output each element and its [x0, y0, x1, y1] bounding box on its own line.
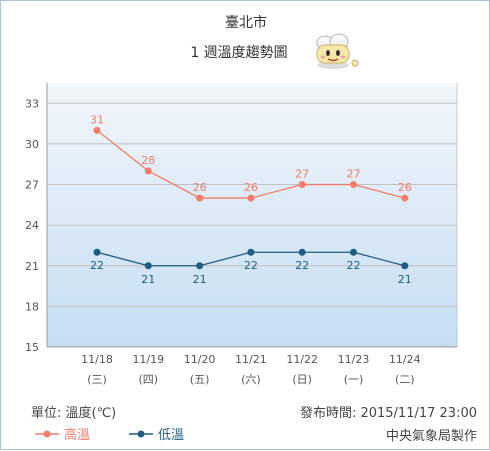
x-tick-date: 11/19	[132, 353, 164, 366]
plot-background	[47, 83, 457, 347]
y-tick-label: 21	[25, 260, 39, 273]
x-tick-date: 11/21	[235, 353, 267, 366]
x-tick-weekday: (六)	[241, 373, 261, 386]
data-point-high	[247, 194, 255, 202]
legend-high-label: 高溫	[64, 427, 90, 443]
data-point-high	[196, 194, 204, 202]
data-label-low: 21	[193, 273, 207, 286]
data-label-low: 21	[141, 273, 155, 286]
series-layer: 31 28 26 26 27 27 26 22 21 21 22 22 22 21	[90, 113, 412, 285]
data-label-low: 22	[295, 259, 309, 272]
chart-title: 臺北市	[225, 14, 267, 31]
data-label-high: 31	[90, 113, 104, 126]
data-point-high	[93, 126, 101, 134]
y-tick-label: 27	[25, 179, 39, 192]
legend-low-label: 低溫	[158, 428, 184, 443]
x-tick-date: 11/18	[81, 353, 113, 366]
data-label-high: 26	[244, 181, 258, 194]
data-point-low	[93, 248, 101, 256]
data-point-high	[298, 181, 306, 189]
data-point-high	[350, 181, 357, 189]
data-label-low: 22	[90, 259, 104, 272]
data-point-low	[350, 248, 357, 256]
weather-mascot-icon	[316, 33, 359, 69]
data-label-low: 22	[244, 259, 258, 272]
data-point-low	[247, 248, 255, 256]
legend-low-marker	[137, 430, 145, 438]
data-label-high: 27	[295, 168, 309, 181]
y-tick-label: 24	[25, 219, 39, 232]
legend-high-marker	[43, 430, 51, 438]
grid-lines	[47, 102, 457, 307]
legend-high: 高溫	[35, 427, 90, 443]
x-tick-date: 11/22	[286, 353, 318, 366]
data-label-high: 26	[398, 181, 412, 194]
data-point-low	[298, 248, 306, 256]
legend-low: 低溫	[129, 428, 184, 443]
y-tick-label: 30	[25, 138, 39, 151]
data-label-low: 22	[347, 259, 361, 272]
y-tick-label: 33	[25, 97, 39, 110]
data-point-high	[144, 167, 152, 175]
data-point-low	[196, 262, 204, 270]
data-point-high	[401, 194, 409, 202]
x-tick-weekday: (二)	[395, 373, 415, 386]
x-tick-weekday: (四)	[139, 373, 159, 386]
y-axis-ticks: 15 18 21 24 27 30 33	[25, 97, 39, 354]
data-point-low	[401, 262, 409, 270]
data-label-high: 28	[141, 154, 155, 167]
unit-label: 單位: 溫度(℃)	[31, 405, 116, 421]
y-tick-label: 15	[25, 341, 39, 354]
x-tick-date: 11/24	[389, 353, 421, 366]
data-point-low	[144, 262, 152, 270]
x-tick-weekday: (一)	[344, 373, 364, 386]
y-tick-label: 18	[25, 300, 39, 313]
credit-text: 中央氣象局製作	[386, 429, 477, 444]
x-tick-date: 11/20	[184, 353, 216, 366]
x-tick-weekday: (日)	[292, 373, 312, 386]
data-label-low: 21	[398, 273, 412, 286]
x-tick-weekday: (三)	[87, 373, 107, 386]
plot-area	[46, 83, 458, 348]
x-tick-weekday: (五)	[190, 373, 210, 386]
x-axis-ticks: 11/18 (三) 11/19 (四) 11/20 (五) 11/21 (六) 11/22 (日)…	[81, 353, 421, 386]
issued-time: 發布時間: 2015/11/17 23:00	[300, 406, 477, 421]
chart-subtitle: 1 週溫度趨勢圖	[190, 45, 287, 61]
data-label-high: 26	[193, 181, 207, 194]
x-tick-date: 11/23	[338, 353, 370, 366]
data-label-high: 27	[347, 168, 361, 181]
